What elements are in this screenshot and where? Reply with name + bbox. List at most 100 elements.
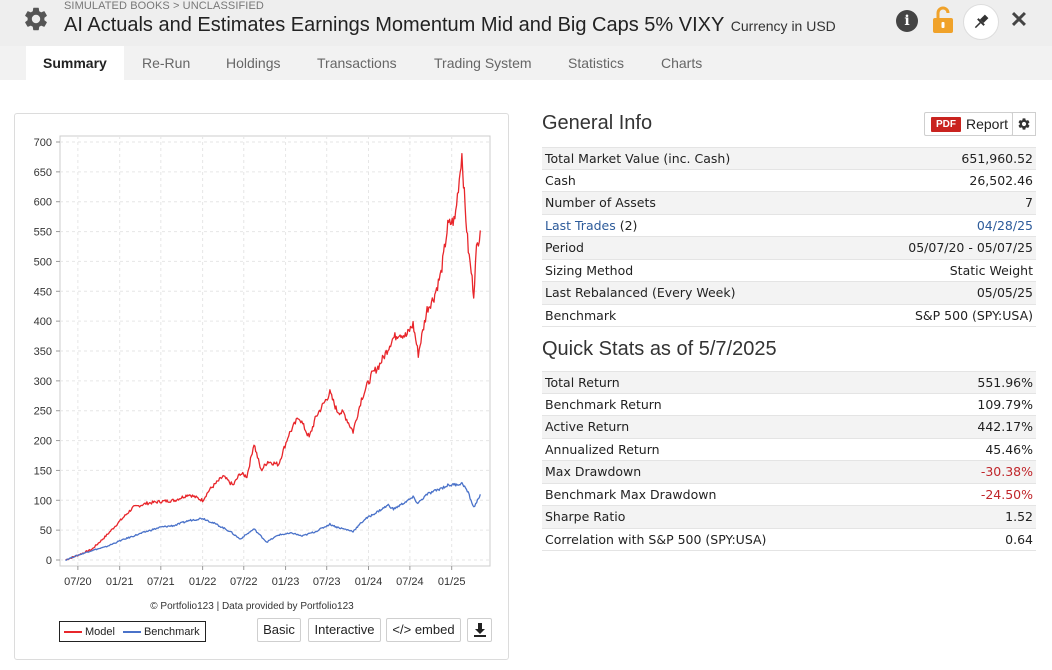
- x-tick-label: 07/24: [396, 576, 424, 588]
- tab-holdings[interactable]: Holdings: [226, 55, 281, 71]
- table-row: Sizing Method Static Weight: [542, 260, 1036, 282]
- row-value: 45.46%: [985, 441, 1033, 457]
- x-tick-label: 07/22: [230, 576, 258, 588]
- tab-charts[interactable]: Charts: [661, 55, 703, 71]
- gear-icon[interactable]: [22, 5, 50, 33]
- page-title: AI Actuals and Estimates Earnings Moment…: [64, 14, 725, 36]
- table-row: Correlation with S&P 500 (SPY:USA) 0.64: [542, 529, 1036, 551]
- row-label: Last Rebalanced (Every Week): [545, 285, 736, 301]
- performance-chart-panel: 0 50 100 150 200 250 300 350 400 450 500 550 600 650 7…: [14, 113, 509, 660]
- quick-stats-table: Total Return 551.96% Benchmark Return 10…: [542, 371, 1036, 551]
- row-label: Cash: [545, 172, 576, 188]
- row-label: Benchmark Return: [545, 396, 662, 412]
- y-tick-label: 450: [34, 286, 52, 298]
- y-tick-label: 50: [40, 525, 52, 537]
- tab-re-run[interactable]: Re-Run: [142, 55, 191, 71]
- table-row: Max Drawdown -30.38%: [542, 461, 1036, 484]
- pin-icon[interactable]: [963, 4, 999, 40]
- app-header: SIMULATED BOOKS > UNCLASSIFIED AI Actual…: [0, 0, 1052, 46]
- row-label: Total Return: [545, 374, 620, 390]
- y-tick-label: 650: [34, 167, 52, 179]
- plot-area: [59, 135, 491, 567]
- pdf-badge: PDF: [931, 116, 961, 132]
- row-label: Number of Assets: [545, 195, 656, 211]
- info-icon[interactable]: i: [896, 10, 918, 32]
- report-label: Report: [966, 116, 1009, 132]
- x-tick-label: 01/24: [355, 576, 383, 588]
- y-tick-label: 700: [34, 137, 52, 149]
- x-tick-label: 07/20: [64, 576, 92, 588]
- row-label: Active Return: [545, 419, 630, 435]
- row-label: Annualized Return: [545, 441, 660, 457]
- legend-item-model[interactable]: Model: [64, 626, 115, 638]
- row-label: Max Drawdown: [545, 464, 642, 480]
- row-value: 7: [1025, 195, 1033, 211]
- legend-item-benchmark[interactable]: Benchmark: [122, 626, 200, 638]
- report-settings-button[interactable]: [1012, 112, 1036, 136]
- row-label: Period: [545, 240, 584, 256]
- row-label: Benchmark: [545, 307, 617, 323]
- y-tick-label: 500: [34, 256, 52, 268]
- tab-summary[interactable]: Summary: [26, 46, 124, 80]
- x-tick-label: 01/25: [438, 576, 466, 588]
- x-tick-label: 01/22: [189, 576, 217, 588]
- embed-chart-button[interactable]: </> embed: [386, 618, 461, 642]
- row-label: Sharpe Ratio: [545, 509, 626, 525]
- basic-chart-button[interactable]: Basic: [257, 618, 301, 642]
- table-row: Period 05/07/20 - 05/07/25: [542, 237, 1036, 260]
- interactive-chart-button[interactable]: Interactive: [308, 618, 381, 642]
- quick-stats-title: Quick Stats as of 5/7/2025: [542, 338, 777, 360]
- y-tick-label: 400: [34, 316, 52, 328]
- row-label-wrap: Last Trades (2): [545, 218, 637, 233]
- x-tick-label: 01/21: [106, 576, 134, 588]
- legend-label-model: Model: [85, 625, 115, 638]
- y-tick-label: 250: [34, 406, 52, 418]
- y-tick-label: 550: [34, 227, 52, 239]
- last-trades-link[interactable]: Last Trades: [545, 217, 616, 233]
- table-row: Cash 26,502.46: [542, 170, 1036, 192]
- legend-swatch-model: [64, 630, 82, 633]
- performance-chart[interactable]: 0 50 100 150 200 250 300 350 400 450 500 550 600 650 7…: [15, 114, 510, 661]
- table-row: Last Trades (2) 04/28/25: [542, 215, 1036, 237]
- row-value: -30.38%: [980, 464, 1033, 480]
- breadcrumb[interactable]: SIMULATED BOOKS > UNCLASSIFIED: [64, 0, 264, 12]
- general-info-title: General Info: [542, 112, 653, 134]
- last-trades-date-link[interactable]: 04/28/25: [976, 217, 1033, 233]
- chart-credit: © Portfolio123 | Data provided by Portfo…: [150, 601, 354, 612]
- table-row: Benchmark S&P 500 (SPY:USA): [542, 305, 1036, 327]
- pushpin-icon: [974, 14, 989, 29]
- table-row: Benchmark Max Drawdown -24.50%: [542, 484, 1036, 506]
- row-label: Total Market Value (inc. Cash): [545, 150, 731, 166]
- last-trades-count: (2): [615, 217, 638, 233]
- download-chart-button[interactable]: [467, 618, 492, 642]
- gear-icon: [1018, 118, 1030, 130]
- table-row: Active Return 442.17%: [542, 416, 1036, 439]
- y-tick-label: 300: [34, 376, 52, 388]
- legend-swatch-benchmark: [122, 630, 141, 633]
- row-value: 0.64: [1005, 531, 1033, 547]
- y-tick-label: 100: [34, 495, 52, 507]
- table-row: Last Rebalanced (Every Week) 05/05/25: [542, 282, 1036, 305]
- row-value: Static Weight: [949, 262, 1033, 278]
- row-label: Correlation with S&P 500 (SPY:USA): [545, 531, 767, 547]
- x-tick-label: 01/23: [272, 576, 300, 588]
- tab-trading-system[interactable]: Trading System: [434, 55, 532, 71]
- download-icon: [473, 623, 486, 637]
- close-icon[interactable]: ✕: [1009, 7, 1029, 32]
- tab-bar: Summary Re-Run Holdings Transactions Tra…: [0, 46, 1052, 80]
- tab-transactions[interactable]: Transactions: [317, 55, 397, 71]
- series-line-model[interactable]: [65, 152, 481, 561]
- row-value: 1.52: [1005, 509, 1033, 525]
- tab-statistics[interactable]: Statistics: [568, 55, 625, 71]
- y-tick-label: 150: [34, 465, 52, 477]
- unlock-icon[interactable]: [931, 6, 955, 34]
- y-tick-label: 0: [46, 555, 52, 567]
- pdf-report-button[interactable]: PDF Report: [924, 112, 1013, 136]
- row-value: 05/07/20 - 05/07/25: [908, 240, 1033, 256]
- series-line-benchmark[interactable]: [65, 481, 481, 561]
- row-value: 05/05/25: [976, 285, 1033, 301]
- table-row: Annualized Return 45.46%: [542, 439, 1036, 461]
- x-tick-label: 07/23: [313, 576, 341, 588]
- row-value: 109.79%: [977, 396, 1033, 412]
- y-tick-label: 200: [34, 436, 52, 448]
